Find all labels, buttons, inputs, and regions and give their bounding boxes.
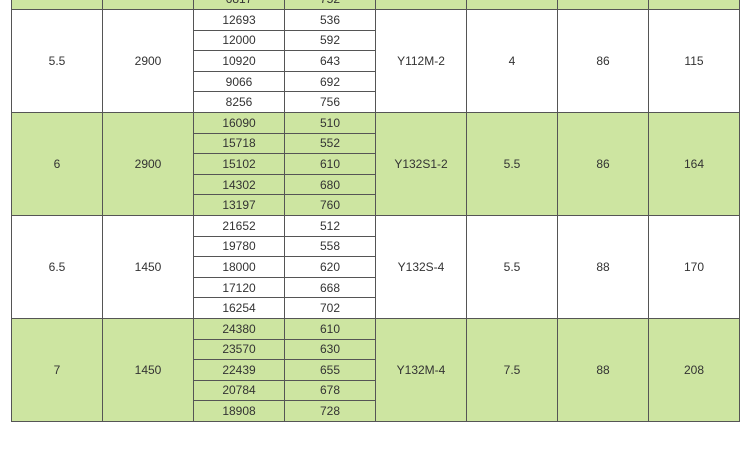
table-row: 6817752: [11, 0, 740, 10]
power-cell: 7: [11, 317, 103, 422]
pressure-cell: 668: [284, 276, 376, 299]
table-row: 8256 756: [12, 91, 740, 113]
flow-cell: 6817: [193, 0, 285, 10]
flow-cell: 12000: [193, 29, 285, 52]
power-cell: 5.5: [11, 9, 103, 113]
pressure-cell: 655: [284, 359, 376, 381]
flow-cell: 24380: [193, 317, 285, 340]
table-row: 12000 592: [12, 29, 740, 52]
col6-cell: 7.5: [466, 317, 558, 422]
pressure-cell: 610: [284, 153, 376, 175]
pressure-cell: 536: [284, 9, 376, 31]
model-cell: Y132M-4: [375, 317, 467, 422]
table-wrap: 68177525.5290012693536Y112M-248611512000…: [11, 0, 740, 422]
table-row: 6 2900 16090 510 Y132S1-2 5.5 86 164: [11, 111, 740, 216]
flow-cell: 22439: [193, 359, 285, 381]
speed-cell: 1450: [102, 317, 194, 422]
flow-cell: 23570: [193, 338, 285, 361]
power-cell: [11, 0, 103, 10]
flow-cell: 14302: [193, 173, 285, 196]
table-row: 23570 630: [12, 338, 740, 361]
flow-cell: 15102: [193, 153, 285, 175]
speed-cell: 1450: [102, 214, 194, 319]
flow-cell: 18000: [193, 256, 285, 278]
table-row: 14302 680: [12, 173, 740, 196]
speed-cell: 2900: [102, 9, 194, 113]
pressure-cell: 610: [284, 317, 376, 340]
col6-cell: [466, 0, 558, 10]
spec-table: 68177525.5290012693536Y112M-248611512000…: [11, 0, 740, 422]
col7-cell: 86: [557, 111, 649, 216]
speed-cell: 2900: [102, 111, 194, 216]
pressure-cell: 678: [284, 379, 376, 402]
flow-cell: 12693: [193, 9, 285, 31]
col8-cell: [648, 0, 740, 10]
model-cell: Y132S-4: [375, 214, 467, 319]
table-row: 18000 620: [12, 256, 740, 278]
table-row: 18908 728: [12, 400, 740, 422]
table-row: 5.5 2900 12693 536 Y112M-2 4 86 115: [11, 9, 740, 113]
table-row: 19780 558: [12, 235, 740, 258]
power-cell: 6: [11, 111, 103, 216]
flow-cell: 8256: [193, 91, 285, 113]
flow-cell: 16090: [193, 111, 285, 134]
pressure-cell: 680: [284, 173, 376, 196]
pressure-cell: 756: [284, 91, 376, 113]
pressure-cell: 692: [284, 70, 376, 93]
flow-cell: 19780: [193, 235, 285, 258]
col8-cell: 164: [648, 111, 740, 216]
col6-cell: 5.5: [466, 214, 558, 319]
pressure-cell: 592: [284, 29, 376, 52]
table-row: 15718 552: [12, 132, 740, 155]
flow-cell: 18908: [193, 400, 285, 422]
col8-cell: 208: [648, 317, 740, 422]
pressure-cell: 510: [284, 111, 376, 134]
pressure-cell: 643: [284, 50, 376, 72]
table-row: 15102 610: [12, 153, 740, 175]
col7-cell: 88: [557, 317, 649, 422]
table-row: 6.5 1450 21652 512 Y132S-4 5.5 88 170: [11, 214, 740, 319]
col7-cell: 86: [557, 9, 649, 113]
table-row: 10920 643: [12, 50, 740, 72]
flow-cell: 10920: [193, 50, 285, 72]
model-cell: Y112M-2: [375, 9, 467, 113]
pressure-cell: 760: [284, 194, 376, 216]
table-row: 22439 655: [12, 359, 740, 381]
speed-cell: [102, 0, 194, 10]
pressure-cell: 728: [284, 400, 376, 422]
model-cell: Y132S1-2: [375, 111, 467, 216]
pressure-cell: 620: [284, 256, 376, 278]
flow-cell: 9066: [193, 70, 285, 93]
col7-cell: 88: [557, 214, 649, 319]
flow-cell: 21652: [193, 214, 285, 237]
col6-cell: 5.5: [466, 111, 558, 216]
model-cell: [375, 0, 467, 10]
pressure-cell: 752: [284, 0, 376, 10]
flow-cell: 16254: [193, 297, 285, 319]
flow-cell: 20784: [193, 379, 285, 402]
flow-cell: 13197: [193, 194, 285, 216]
pressure-cell: 630: [284, 338, 376, 361]
table-row: 13197 760: [12, 194, 740, 216]
pressure-cell: 512: [284, 214, 376, 237]
table-row: 20784 678: [12, 379, 740, 402]
flow-cell: 17120: [193, 276, 285, 299]
power-cell: 6.5: [11, 214, 103, 319]
table-row: 7 1450 24380 610 Y132M-4 7.5 88 208: [11, 317, 740, 422]
pressure-cell: 558: [284, 235, 376, 258]
col7-cell: [557, 0, 649, 10]
pressure-cell: 702: [284, 297, 376, 319]
col6-cell: 4: [466, 9, 558, 113]
col8-cell: 170: [648, 214, 740, 319]
col8-cell: 115: [648, 9, 740, 113]
flow-cell: 15718: [193, 132, 285, 155]
pressure-cell: 552: [284, 132, 376, 155]
